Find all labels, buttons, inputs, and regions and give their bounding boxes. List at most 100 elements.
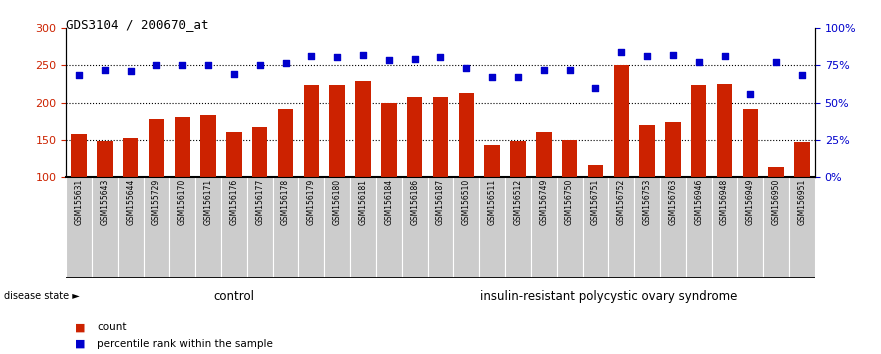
Bar: [226, 132, 241, 177]
Bar: [196, 177, 221, 278]
Point: [795, 72, 809, 78]
Point: [201, 63, 215, 68]
Bar: [304, 85, 319, 177]
Bar: [640, 125, 655, 177]
Text: insulin-resistant polycystic ovary syndrome: insulin-resistant polycystic ovary syndr…: [479, 290, 737, 303]
Text: GSM156951: GSM156951: [797, 179, 806, 225]
Point: [330, 54, 344, 59]
Point: [227, 72, 241, 77]
Text: GSM156187: GSM156187: [436, 179, 445, 225]
Text: GSM156170: GSM156170: [178, 179, 187, 225]
Point: [98, 67, 112, 73]
Bar: [278, 109, 293, 177]
Bar: [252, 127, 268, 177]
Text: disease state ►: disease state ►: [4, 291, 80, 302]
Point: [150, 63, 164, 68]
Text: GSM156171: GSM156171: [204, 179, 212, 225]
Bar: [531, 177, 557, 278]
Bar: [66, 177, 92, 278]
Bar: [717, 84, 732, 177]
Text: GSM156749: GSM156749: [539, 179, 548, 225]
Text: GSM156750: GSM156750: [565, 179, 574, 225]
Bar: [691, 85, 707, 177]
Point: [253, 63, 267, 68]
Point: [692, 59, 706, 65]
Bar: [609, 177, 634, 278]
Text: GSM156178: GSM156178: [281, 179, 290, 225]
Point: [640, 53, 654, 59]
Text: GSM155631: GSM155631: [75, 179, 84, 225]
Bar: [485, 145, 500, 177]
Bar: [427, 177, 454, 278]
Bar: [459, 93, 474, 177]
Bar: [479, 177, 505, 278]
Bar: [149, 119, 164, 177]
Bar: [381, 103, 396, 177]
Bar: [324, 177, 350, 278]
Text: percentile rank within the sample: percentile rank within the sample: [97, 339, 273, 349]
Text: GSM156177: GSM156177: [255, 179, 264, 225]
Bar: [660, 177, 685, 278]
Text: GSM156753: GSM156753: [642, 179, 652, 225]
Text: GSM156179: GSM156179: [307, 179, 316, 225]
Bar: [665, 122, 681, 177]
Bar: [350, 177, 376, 278]
Bar: [355, 81, 371, 177]
Text: ■: ■: [75, 339, 85, 349]
Bar: [768, 167, 784, 177]
Point: [537, 67, 551, 73]
Bar: [144, 177, 169, 278]
Bar: [376, 177, 402, 278]
Text: GSM156948: GSM156948: [720, 179, 729, 225]
Text: GSM156752: GSM156752: [617, 179, 626, 225]
Point: [769, 59, 783, 65]
Bar: [505, 177, 531, 278]
Text: GSM155729: GSM155729: [152, 179, 161, 225]
Point: [614, 49, 628, 55]
Point: [511, 74, 525, 80]
Text: GSM156180: GSM156180: [333, 179, 342, 225]
Point: [381, 57, 396, 62]
Point: [72, 72, 86, 78]
Point: [356, 52, 370, 58]
Bar: [634, 177, 660, 278]
Bar: [329, 85, 345, 177]
Text: GSM156181: GSM156181: [359, 179, 367, 225]
Text: GSM156950: GSM156950: [772, 179, 781, 225]
Bar: [118, 177, 144, 278]
Bar: [685, 177, 712, 278]
Bar: [536, 132, 552, 177]
Point: [433, 55, 448, 60]
Text: GDS3104 / 200670_at: GDS3104 / 200670_at: [66, 18, 209, 31]
Text: GSM155644: GSM155644: [126, 179, 135, 225]
Text: ■: ■: [75, 322, 85, 332]
Text: GSM156512: GSM156512: [514, 179, 522, 225]
Point: [408, 56, 422, 62]
Bar: [454, 177, 479, 278]
Bar: [169, 177, 196, 278]
Bar: [407, 97, 422, 177]
Bar: [613, 65, 629, 177]
Bar: [247, 177, 272, 278]
Bar: [588, 165, 603, 177]
Bar: [582, 177, 609, 278]
Bar: [557, 177, 582, 278]
Point: [744, 91, 758, 97]
Bar: [789, 177, 815, 278]
Text: count: count: [97, 322, 126, 332]
Text: GSM156184: GSM156184: [384, 179, 393, 225]
Bar: [122, 138, 138, 177]
Bar: [92, 177, 118, 278]
Bar: [200, 115, 216, 177]
Text: GSM156949: GSM156949: [746, 179, 755, 225]
Text: GSM156186: GSM156186: [411, 179, 419, 225]
Bar: [510, 141, 526, 177]
Bar: [299, 177, 324, 278]
Text: GSM156946: GSM156946: [694, 179, 703, 225]
Text: GSM156511: GSM156511: [488, 179, 497, 225]
Bar: [97, 141, 113, 177]
Point: [666, 52, 680, 58]
Text: GSM155643: GSM155643: [100, 179, 109, 225]
Bar: [221, 177, 247, 278]
Bar: [402, 177, 427, 278]
